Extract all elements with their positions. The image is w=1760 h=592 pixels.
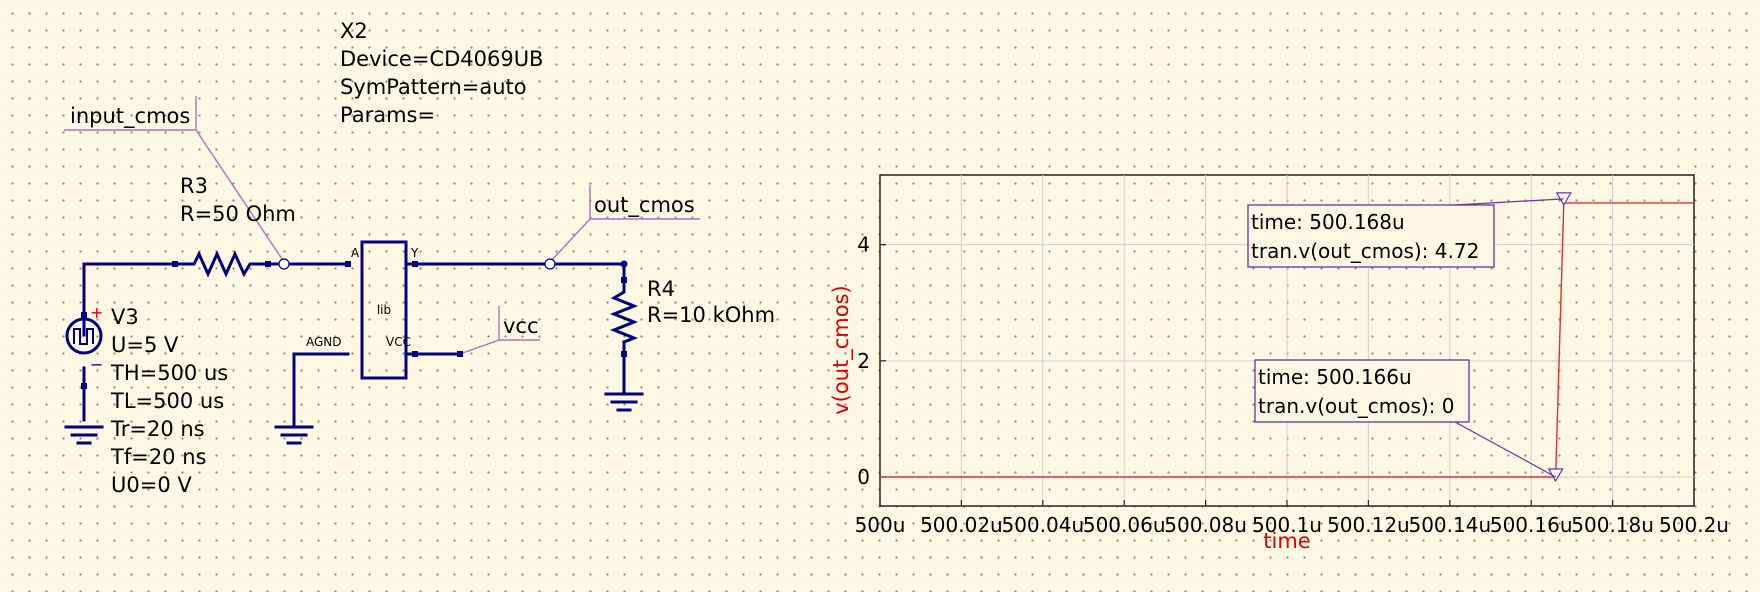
v3-port-top	[81, 312, 87, 318]
x2-name: X2	[340, 19, 368, 43]
schematic: X2 Device=CD4069UB SymPattern=auto Param…	[64, 19, 775, 497]
vcc-port	[457, 351, 463, 357]
resistor-r4[interactable]: R4 R=10 kOhm	[609, 277, 775, 357]
v3-minus: −	[90, 355, 103, 374]
node-input-cmos[interactable]	[278, 258, 290, 270]
marker-text: time: 500.168u	[1251, 210, 1405, 234]
y-tick-label: 0	[857, 465, 870, 489]
r4-name: R4	[647, 277, 675, 301]
v3-param-tr: Tr=20 ns	[110, 417, 205, 441]
wire-label-vcc[interactable]: vcc	[459, 306, 540, 355]
x2-port-vcc	[412, 351, 418, 357]
marker-leader	[1453, 198, 1564, 206]
r3-value[interactable]: R=50 Ohm	[180, 202, 296, 226]
v3-port-bottom	[81, 383, 87, 389]
wire-x2-agnd[interactable]	[292, 352, 350, 427]
x-tick-label: 500.1u	[1252, 513, 1322, 537]
r3-name[interactable]: R3	[180, 174, 208, 198]
wire-label-input-cmos[interactable]: input_cmos	[64, 96, 285, 263]
x-tick-label: 500.04u	[1001, 513, 1084, 537]
source-v3[interactable]: + − V3 U=5 V TH=500 us TL=500 us Tr=20 n…	[65, 303, 228, 497]
node-out-cmos[interactable]	[544, 258, 556, 270]
marker-leader	[1454, 421, 1556, 478]
r4-value: R=10 kOhm	[647, 303, 775, 327]
x2-pin-agnd: AGND	[306, 335, 342, 349]
input-label-text: input_cmos	[70, 104, 190, 129]
marker-text: tran.v(out_cmos): 4.72	[1251, 239, 1479, 263]
r4-port-top	[621, 277, 627, 283]
ground-agnd-symbol	[274, 425, 314, 445]
resistor-r3[interactable]	[172, 250, 271, 278]
x2-body-label: lib	[377, 303, 391, 317]
ground-r4[interactable]	[604, 392, 644, 412]
ground-v3-symbol	[64, 425, 104, 445]
r3-port-left	[172, 261, 178, 267]
x-tick-label: 500.12u	[1327, 513, 1410, 537]
x2-params: Params=	[340, 103, 435, 127]
x2-device: Device=CD4069UB	[340, 47, 543, 71]
x-tick-label: 500u	[855, 513, 906, 537]
v3-param-u0: U0=0 V	[111, 473, 192, 497]
marker-text: time: 500.166u	[1258, 365, 1412, 389]
output-label-leader	[549, 185, 700, 263]
v3-plus: +	[90, 303, 103, 322]
pulse-icon	[73, 328, 94, 345]
output-label-text: out_cmos	[594, 193, 695, 218]
x-tick-label: 500.16u	[1490, 513, 1573, 537]
wire-x2-r4[interactable]	[404, 262, 626, 282]
y-tick-label: 4	[857, 233, 870, 257]
vcc-label-text: vcc	[503, 314, 539, 338]
ground-r4-symbol	[604, 392, 644, 412]
plot-markers: time: 500.168u tran.v(out_cmos): 4.72 time…	[1247, 192, 1572, 483]
v3-param-tl: TL=500 us	[110, 389, 224, 413]
r3-zigzag	[174, 250, 270, 278]
v3-name: V3	[111, 305, 139, 329]
marker-box	[1247, 204, 1495, 268]
x2-port-a	[345, 261, 351, 267]
ground-v3[interactable]	[64, 425, 104, 445]
vcc-label-leader	[459, 306, 540, 355]
x-tick-label: 500.14u	[1408, 513, 1491, 537]
r4-top-junction	[620, 260, 628, 268]
v3-param-tf: Tf=20 ns	[110, 445, 206, 469]
x2-pin-a: A	[351, 246, 360, 260]
marker-box	[1254, 359, 1470, 423]
series-line	[880, 202, 1694, 478]
x2-properties[interactable]: X2 Device=CD4069UB SymPattern=auto Param…	[340, 19, 543, 127]
y-axis-label: v(out_cmos)	[829, 285, 854, 415]
x2-port-y	[412, 261, 418, 267]
y-tick-label: 2	[857, 349, 870, 373]
wire-label-out-cmos[interactable]: out_cmos	[549, 185, 700, 263]
v3-param-u: U=5 V	[111, 333, 179, 357]
x2-pin-vcc: VCC	[386, 335, 411, 349]
input-label-leader	[64, 96, 285, 263]
r4-port-bottom	[621, 351, 627, 357]
v3-param-th: TH=500 us	[110, 361, 228, 385]
x-tick-label: 500.18u	[1571, 513, 1654, 537]
v3-body	[65, 317, 103, 355]
plot-series	[880, 202, 1694, 478]
x-tick-label: 500.08u	[1164, 513, 1247, 537]
x2-sympattern: SymPattern=auto	[340, 75, 527, 99]
r3-port-right	[265, 261, 271, 267]
subcircuit-x2[interactable]: lib A Y AGND VCC	[306, 240, 463, 380]
wire-v3-r3[interactable]	[82, 262, 178, 337]
x-tick-label: 500.06u	[1083, 513, 1166, 537]
x2-pin-y: Y	[410, 246, 419, 260]
ground-agnd[interactable]	[274, 425, 314, 445]
marker-text: tran.v(out_cmos): 0	[1258, 394, 1455, 418]
x-tick-label: 500.02u	[920, 513, 1003, 537]
x2-body	[360, 240, 408, 380]
x-tick-label: 500.2u	[1659, 513, 1729, 537]
r4-zigzag	[609, 278, 639, 344]
x-axis-label: time	[1263, 529, 1310, 553]
